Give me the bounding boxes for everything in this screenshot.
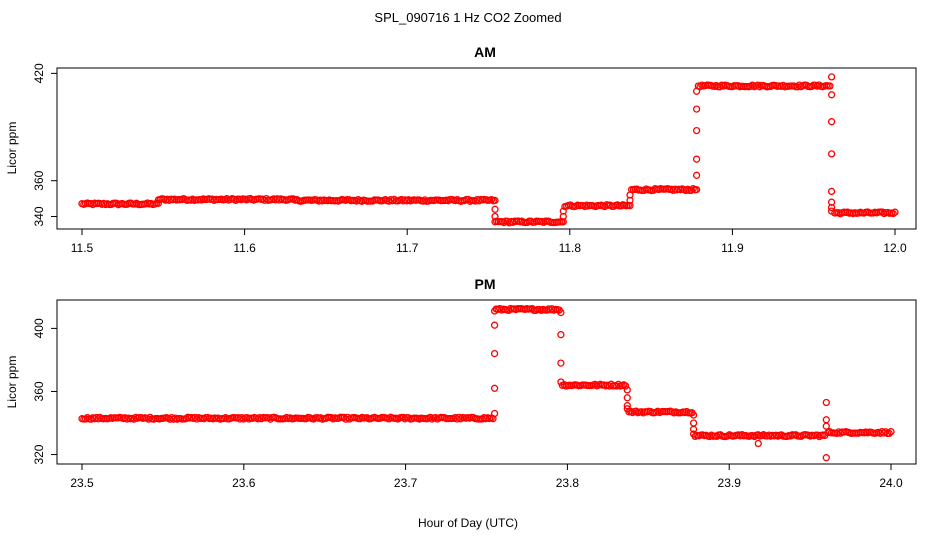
am-x-tick-label: 11.6 <box>233 241 256 255</box>
am-x-tick-label: 11.9 <box>721 241 744 255</box>
pm-data-point <box>822 454 830 462</box>
pm-panel-title: PM <box>475 276 496 292</box>
am-data-point <box>491 205 499 213</box>
pm-data-points <box>78 304 895 462</box>
pm-data-point <box>621 382 630 390</box>
am-x-tick-label: 11.7 <box>396 241 419 255</box>
pm-x-tick-label: 23.9 <box>718 476 742 490</box>
pm-data-point <box>557 308 565 317</box>
pm-data-point <box>426 413 434 422</box>
am-data-point <box>827 203 836 212</box>
am-data-point <box>559 207 567 215</box>
pm-data-point <box>887 428 895 436</box>
am-y-tick-label: 340 <box>32 206 46 226</box>
am-data-point <box>687 186 696 194</box>
pm-x-tick-label: 23.5 <box>70 476 94 490</box>
pm-data-point <box>754 439 762 448</box>
am-data-points <box>78 73 899 227</box>
pm-data-point <box>623 405 631 413</box>
am-data-point <box>626 202 634 210</box>
am-y-axis: 340 360 420 <box>32 63 58 226</box>
x-axis-label: Hour of Day (UTC) <box>418 516 518 530</box>
pm-data-point <box>428 415 436 423</box>
pm-y-axis: 320 360 400 <box>32 318 58 465</box>
am-data-point <box>692 171 701 179</box>
am-data-point <box>491 196 499 205</box>
pm-data-point <box>822 398 830 407</box>
am-data-point <box>559 218 567 226</box>
am-data-point <box>827 118 836 126</box>
pm-data-point <box>490 409 499 418</box>
pm-data-point <box>490 321 499 329</box>
am-data-point <box>889 209 897 218</box>
figure-title: SPL_090716 1 Hz CO2 Zoomed <box>374 10 561 25</box>
am-data-point <box>692 87 701 95</box>
pm-x-tick-label: 24.0 <box>879 476 903 490</box>
am-data-point <box>891 208 899 216</box>
am-data-point <box>827 207 836 215</box>
am-data-point <box>827 150 836 158</box>
pm-data-point <box>490 384 499 392</box>
am-panel: AM Licor ppm 11.5 11.6 11.7 11.8 11.9 12.0 34… <box>5 44 917 255</box>
am-data-point <box>692 155 701 163</box>
pm-data-point <box>94 415 102 423</box>
pm-panel: PM Licor ppm 23.5 23.6 23.7 23.8 23.9 24.0 32… <box>5 276 917 490</box>
am-x-axis: 11.5 11.6 11.7 11.8 11.9 12.0 <box>71 228 907 255</box>
pm-data-point <box>822 416 830 424</box>
am-data-point <box>692 126 701 135</box>
pm-data-point <box>490 307 499 315</box>
am-data-point <box>626 191 634 199</box>
pm-y-tick-label: 320 <box>32 444 46 464</box>
am-data-point <box>491 212 499 221</box>
am-x-tick-label: 12.0 <box>883 241 907 255</box>
pm-data-point <box>689 419 698 427</box>
am-data-point <box>826 82 834 90</box>
am-x-tick-label: 11.8 <box>559 241 582 255</box>
am-plot-frame <box>56 67 917 230</box>
pm-data-point <box>623 402 631 410</box>
am-data-point <box>491 218 499 226</box>
am-panel-title: AM <box>474 44 496 60</box>
pm-data-point <box>623 394 631 402</box>
pm-data-point <box>557 359 565 367</box>
pm-data-point <box>490 349 499 358</box>
pm-data-point <box>885 429 893 438</box>
pm-x-tick-label: 23.6 <box>232 476 256 490</box>
pm-x-axis: 23.5 23.6 23.7 23.8 23.9 24.0 <box>70 463 903 490</box>
pm-data-point <box>689 425 698 433</box>
pm-data-point <box>822 422 830 430</box>
am-data-point <box>827 198 836 206</box>
pm-data-point <box>623 386 631 394</box>
am-data-point <box>692 185 701 194</box>
am-data-point <box>827 91 836 99</box>
pm-data-point <box>689 430 698 438</box>
pm-y-tick-label: 400 <box>32 318 46 338</box>
pm-y-tick-label: 360 <box>32 381 46 401</box>
am-data-point <box>154 199 163 207</box>
pm-x-tick-label: 23.8 <box>556 476 580 490</box>
pm-x-tick-label: 23.7 <box>394 476 418 490</box>
am-y-axis-label: Licor ppm <box>5 122 19 175</box>
am-data-point <box>827 187 836 196</box>
am-data-point <box>827 73 836 81</box>
pm-data-point <box>557 378 565 386</box>
am-data-point <box>692 105 701 113</box>
am-y-tick-label: 360 <box>32 170 46 190</box>
am-x-tick-label: 11.5 <box>71 241 94 255</box>
pm-y-axis-label: Licor ppm <box>5 356 19 409</box>
am-y-tick-label: 420 <box>32 63 46 83</box>
pm-data-point <box>689 411 698 419</box>
pm-data-point <box>557 331 565 339</box>
